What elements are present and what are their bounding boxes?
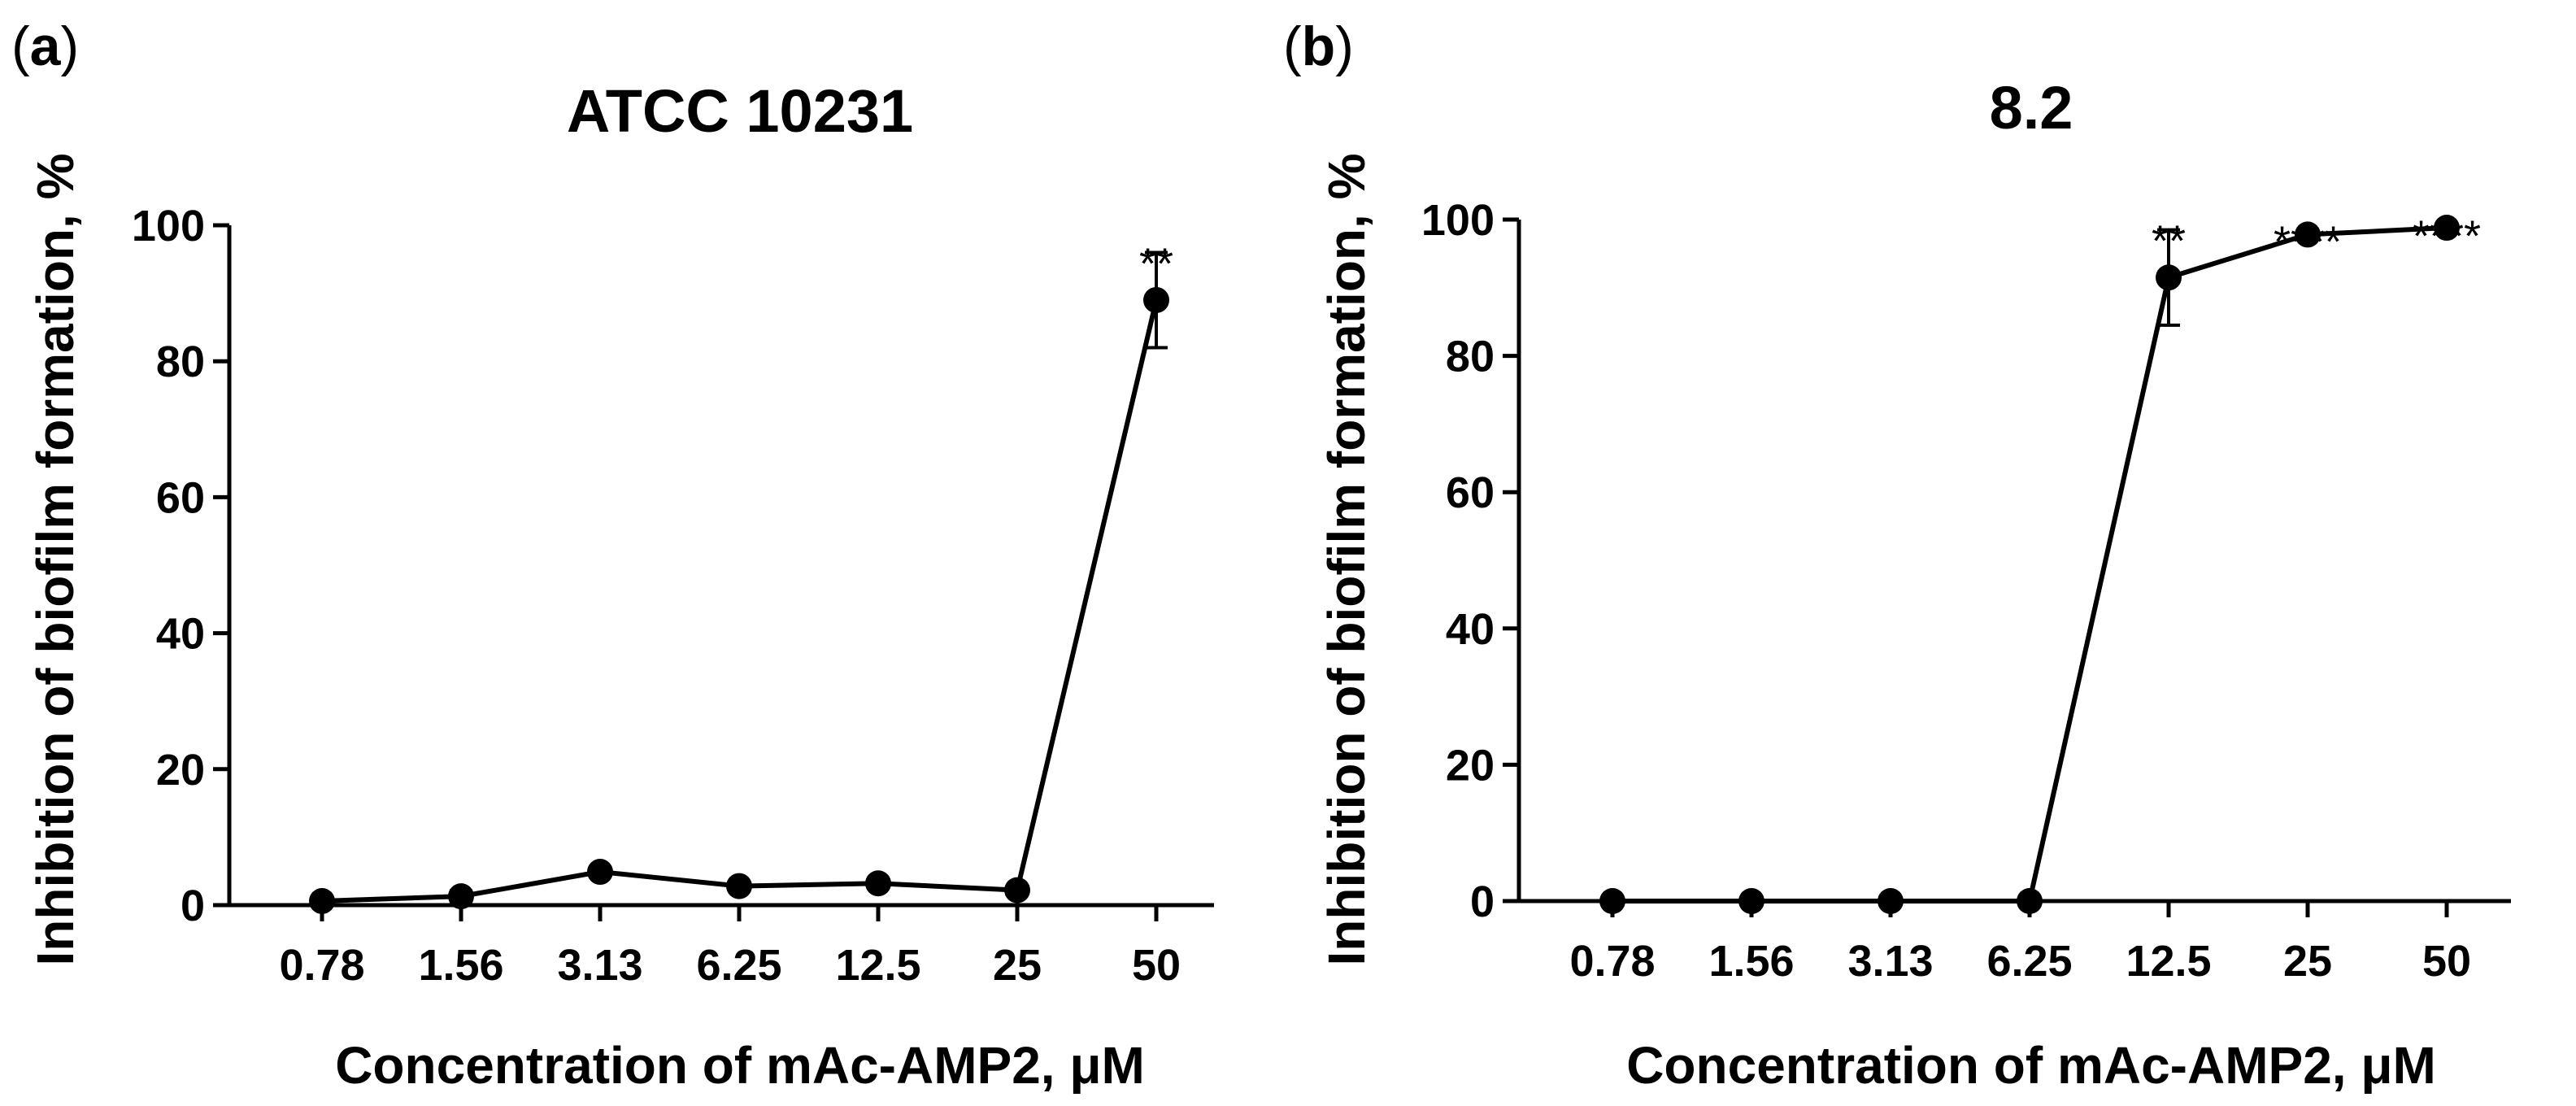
x-axis-label: Concentration of mAc-AMP2, μM [335, 1036, 1145, 1095]
y-tick-label: 20 [156, 746, 205, 795]
x-tick-label: 12.5 [835, 941, 920, 990]
y-tick-label: 40 [156, 610, 205, 659]
data-point [309, 887, 335, 914]
significance-label: ** [1139, 239, 1173, 288]
x-tick-label: 6.25 [1986, 937, 2072, 986]
x-tick-label: 12.5 [2126, 937, 2211, 986]
y-tick-label: 60 [156, 473, 205, 522]
data-point [2156, 264, 2182, 291]
x-tick-label: 1.56 [1708, 937, 1794, 986]
x-tick-label: 50 [2422, 937, 2471, 986]
data-point [1599, 888, 1625, 914]
data-point [1878, 888, 1904, 914]
chart-panel-a: ATCC 10231 Inhibition of biofilm formati… [26, 77, 1214, 1095]
y-axis-label: Inhibition of biofilm formation, % [26, 154, 85, 966]
y-tick-label: 0 [1470, 877, 1495, 926]
y-axis-label: Inhibition of biofilm formation, % [1317, 154, 1376, 966]
chart-panel-b: 8.2 Inhibition of biofilm formation, % C… [1317, 74, 2511, 1095]
data-point [2434, 215, 2460, 242]
data-point [1004, 877, 1030, 904]
significance-label: * [869, 866, 886, 915]
x-tick-label: 50 [1132, 941, 1181, 990]
panel-a-letter: (a) [11, 15, 79, 77]
y-tick-label: 40 [1446, 605, 1495, 654]
x-tick-label: 25 [993, 941, 1042, 990]
chart-title: 8.2 [1990, 74, 2073, 142]
y-tick-label: 80 [156, 337, 205, 386]
data-point [1738, 888, 1764, 914]
x-tick-label: 1.56 [418, 941, 503, 990]
data-point [2295, 221, 2321, 248]
y-tick-label: 100 [132, 202, 205, 250]
significance-label: **** [2413, 212, 2481, 261]
x-tick-label: 3.13 [1847, 937, 1933, 986]
data-point [865, 870, 891, 897]
x-tick-label: 25 [2283, 937, 2332, 986]
x-axis-label: Concentration of mAc-AMP2, μM [1626, 1036, 2436, 1095]
y-tick-label: 0 [181, 882, 205, 930]
significance-label: **** [2274, 217, 2342, 266]
y-tick-label: 60 [1446, 468, 1495, 517]
panel-b-letter: (b) [1283, 15, 1354, 77]
data-point [726, 873, 752, 899]
x-tick-label: 0.78 [279, 941, 364, 990]
data-point [2017, 888, 2043, 914]
chart-title: ATCC 10231 [567, 77, 913, 145]
y-tick-label: 20 [1446, 741, 1495, 790]
x-tick-label: 3.13 [557, 941, 642, 990]
series-line [1612, 225, 2448, 904]
significance-label: ** [2152, 217, 2186, 266]
data-point [448, 883, 474, 910]
data-point [587, 859, 613, 886]
data-point [1143, 286, 1169, 313]
x-tick-label: 0.78 [1569, 937, 1655, 986]
series-line [321, 299, 1159, 904]
significance-label: * [591, 854, 608, 903]
y-tick-label: 100 [1421, 196, 1495, 245]
y-tick-label: 80 [1446, 333, 1495, 381]
x-tick-label: 6.25 [696, 941, 781, 990]
